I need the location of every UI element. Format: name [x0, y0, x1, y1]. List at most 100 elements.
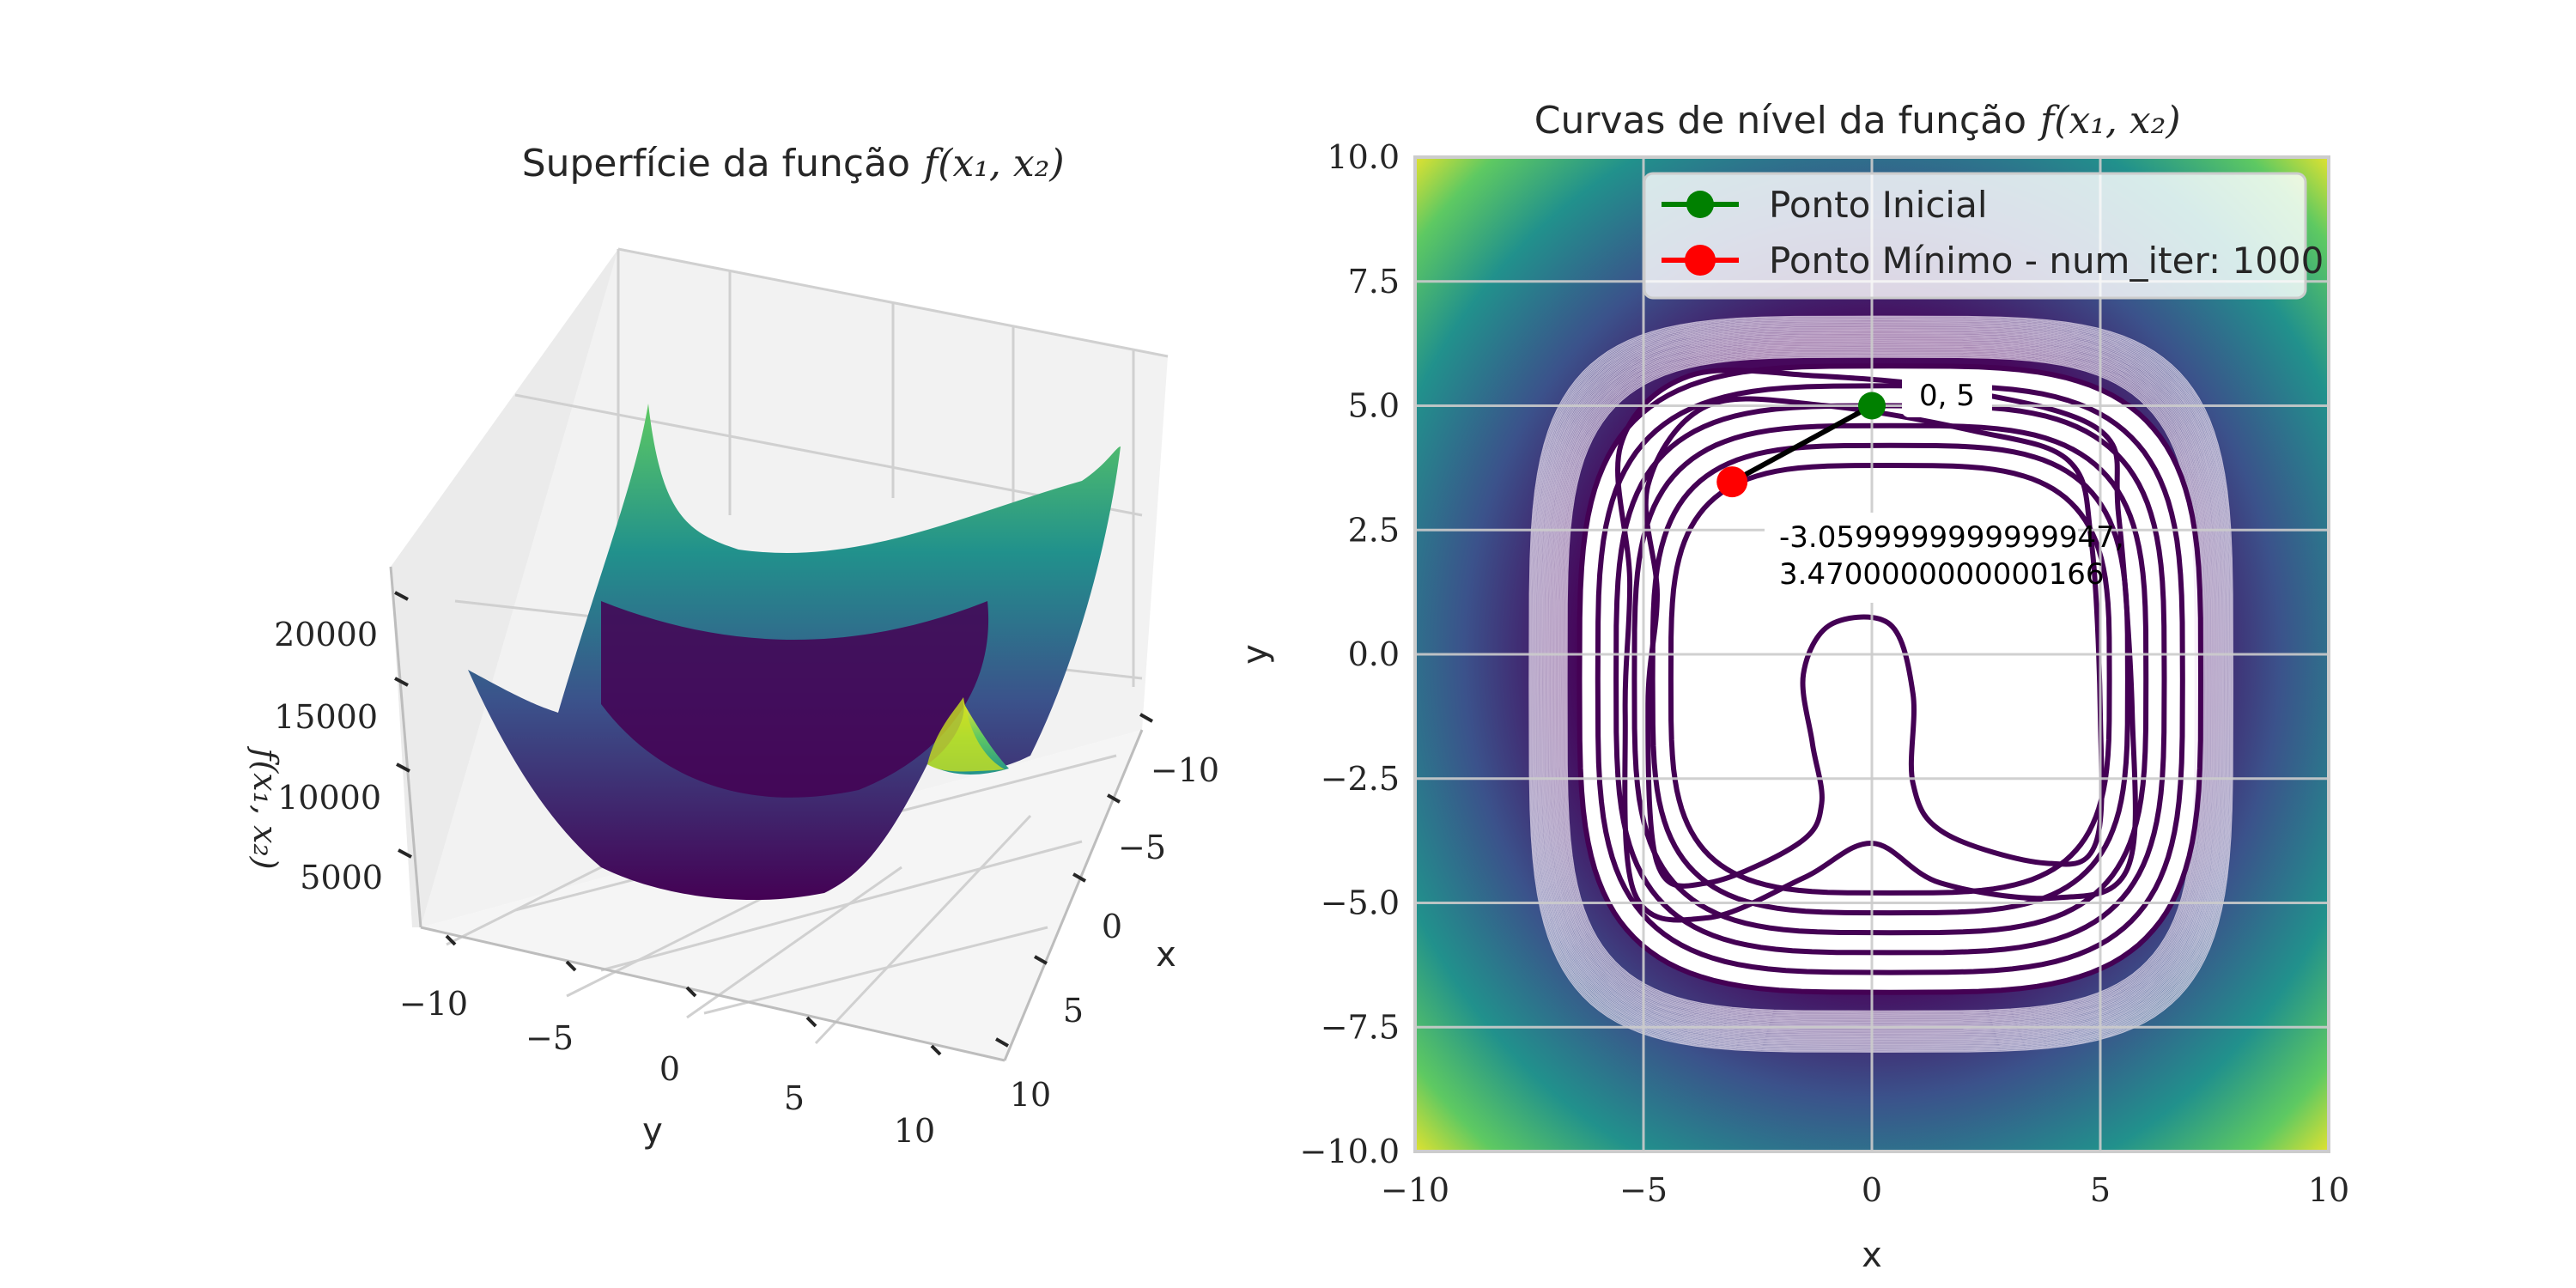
x-tick-label: 0	[1862, 1171, 1882, 1209]
fine-contour	[1546, 334, 2217, 1035]
y-tick-label: 10	[894, 1112, 935, 1150]
x-tick-label: −5	[1619, 1171, 1668, 1209]
main-contour	[1595, 383, 2185, 975]
z-tick-label: 20000	[274, 616, 378, 653]
descent-path	[1730, 403, 1874, 484]
surface-axis-edges	[389, 566, 1144, 1062]
fine-contour	[1566, 356, 2196, 1012]
fine-contour	[1547, 337, 2215, 1032]
x-tick-label: 5	[2090, 1171, 2111, 1209]
y-tick-label: −5.0	[1321, 884, 1400, 922]
fine-contour	[1532, 319, 2231, 1049]
x-axis-label: x	[1156, 935, 1176, 975]
start-annotation-box	[1902, 371, 1992, 417]
x-tick-label: −10	[1381, 1171, 1449, 1209]
y-tick-label: 5.0	[1348, 387, 1400, 425]
z-tick-label: 15000	[274, 698, 378, 736]
contour-frame	[1413, 155, 2330, 1153]
y-tick-label: 0.0	[1348, 635, 1400, 673]
x-tick-label: −10	[1151, 751, 1219, 789]
legend-label-min: Ponto Mínimo - num_iter: 1000	[1769, 240, 2324, 282]
z-tick-label: 10000	[277, 779, 381, 817]
surface-basin	[601, 601, 989, 798]
fine-contour	[1533, 320, 2229, 1048]
fine-contour	[1558, 348, 2204, 1021]
fine-contour	[1557, 346, 2205, 1022]
fine-contour	[1539, 326, 2224, 1042]
fine-contour	[1543, 331, 2219, 1037]
surface-title-math: f(x₁, x₂)	[921, 142, 1065, 185]
y-tick-label: −5	[526, 1019, 574, 1057]
contour-y-axis-label: y	[1236, 644, 1275, 665]
legend: Ponto Inicial Ponto Mínimo - num_iter: 1…	[1643, 172, 2324, 300]
z-tick-label: 5000	[300, 859, 383, 896]
contour-title-prefix: Curvas de nível da função	[1534, 99, 2026, 143]
start-annotation: 0, 5	[1902, 371, 1992, 417]
fine-contour	[1534, 321, 2228, 1047]
min-point-marker	[1716, 466, 1748, 498]
fine-contour	[1550, 339, 2212, 1030]
x-tick-label: 10	[2308, 1171, 2349, 1209]
fine-contour	[1537, 325, 2225, 1043]
z-tick-marks	[394, 591, 412, 859]
min-annotation-line1: -3.0599999999999947,	[1779, 520, 2124, 555]
x-tick-label: 0	[1102, 908, 1122, 945]
contour-x-axis-label: x	[1862, 1236, 1882, 1275]
fine-contour	[1535, 323, 2227, 1046]
contour-x-ticks: −10 −5 0 5 10	[1381, 1171, 2349, 1209]
start-point-marker	[1858, 392, 1886, 420]
x-tick-marks	[995, 713, 1153, 1048]
fine-contour	[1552, 341, 2210, 1027]
surface-horn-highlight	[927, 697, 1005, 772]
fine-contour	[1540, 329, 2221, 1040]
y-tick-label: 7.5	[1348, 263, 1400, 301]
main-contour	[1615, 368, 2138, 923]
legend-label-start: Ponto Inicial	[1769, 184, 1988, 226]
fine-contour	[1540, 328, 2222, 1041]
fine-contour	[1564, 354, 2198, 1015]
fine-contour	[1549, 337, 2214, 1030]
fine-contour	[1556, 345, 2207, 1024]
x-tick-label: 5	[1063, 992, 1084, 1030]
pane-left	[391, 249, 618, 927]
main-contour	[1668, 462, 2112, 896]
legend-marker-start	[1686, 191, 1714, 218]
min-annotation-box	[1765, 513, 2078, 603]
y-tick-label: −7.5	[1321, 1008, 1400, 1046]
surface-title-prefix: Superfície da função	[522, 142, 910, 185]
main-contour	[1643, 396, 2105, 889]
fine-contour	[1560, 350, 2202, 1018]
y-axis-label: y	[642, 1111, 663, 1151]
x-tick-label: 10	[1010, 1076, 1051, 1114]
fine-contour	[1544, 332, 2218, 1036]
main-contour	[1613, 403, 2167, 956]
x-tick-label: −5	[1118, 829, 1166, 866]
start-annotation-text: 0, 5	[1919, 379, 1975, 413]
surface-plot: Superfície da função f(x₁, x₂)	[246, 142, 1219, 1151]
fine-contour	[1546, 335, 2215, 1033]
z-axis-label: f(x₁, x₂)	[246, 745, 284, 869]
y-tick-label: 5	[784, 1079, 805, 1117]
legend-marker-min	[1685, 245, 1716, 276]
legend-box	[1643, 172, 2307, 300]
y-tick-label: 2.5	[1348, 511, 1400, 549]
fine-contour	[1551, 340, 2211, 1029]
contour-plot: Curvas de nível da função f(x₁, x₂) 10.0…	[1236, 99, 2349, 1275]
main-contour	[1649, 442, 2130, 916]
y-tick-label: −2.5	[1321, 760, 1400, 798]
fine-contour	[1542, 330, 2221, 1038]
fine-contour	[1564, 355, 2197, 1013]
y-tick-label: −10	[399, 985, 468, 1023]
fine-contour	[1553, 343, 2208, 1026]
contour-title-math: f(x₁, x₂)	[2038, 99, 2181, 143]
y-tick-label: −10.0	[1300, 1133, 1400, 1170]
y-tick-label: 0	[659, 1050, 680, 1088]
fine-contour	[1554, 343, 2208, 1024]
y-tick-marks	[445, 934, 942, 1056]
y-tick-label: 10.0	[1327, 138, 1400, 176]
fine-contour	[1563, 352, 2200, 1016]
fine-contour	[1559, 349, 2203, 1019]
fine-contour	[1536, 324, 2226, 1044]
min-annotation: -3.0599999999999947, 3.4700000000000166	[1765, 513, 2124, 603]
